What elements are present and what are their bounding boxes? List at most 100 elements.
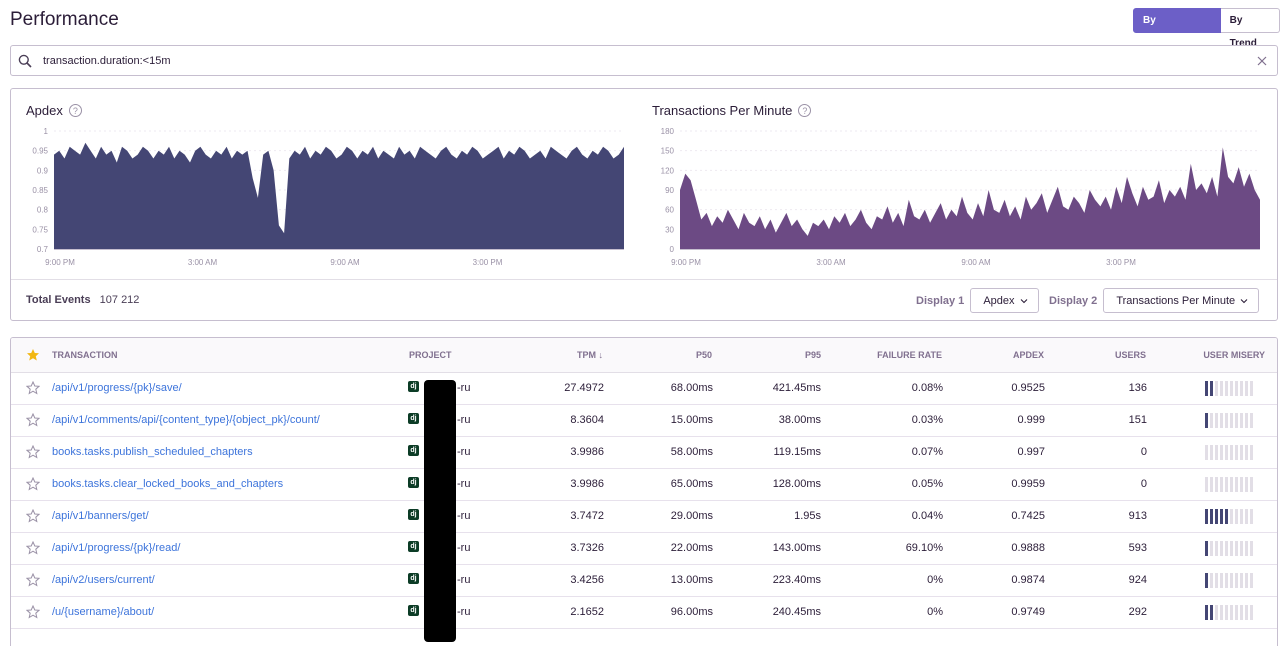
project-name[interactable]: -ru: [457, 574, 471, 586]
transaction-link[interactable]: /api/v1/banners/get/: [52, 510, 149, 522]
transaction-link[interactable]: /api/v1/comments/api/{content_type}/{obj…: [52, 414, 320, 426]
user-misery-segment: [1220, 381, 1223, 396]
column-header-apdex[interactable]: APDEX: [1012, 350, 1044, 360]
users-value: 913: [1128, 510, 1147, 522]
sort-arrow-icon: ↓: [598, 350, 604, 360]
x-tick-label: 9:00 PM: [45, 258, 75, 267]
user-misery-segment: [1225, 509, 1228, 524]
table-row[interactable]: /api/v1/progress/{pk}/read/dj -ru 3.7326 22…: [11, 533, 1277, 565]
user-misery-segment: [1250, 477, 1253, 492]
user-misery-segment: [1245, 573, 1248, 588]
table-row[interactable]: /api/v1/banners/get/dj -ru 3.7472 29.00ms 1.…: [11, 501, 1277, 533]
user-misery-segment: [1230, 381, 1233, 396]
y-tick-label: 120: [661, 166, 675, 175]
user-misery-segment: [1215, 541, 1218, 556]
project-name[interactable]: -ru: [457, 414, 471, 426]
user-misery-segment: [1250, 413, 1253, 428]
project-name[interactable]: -ru: [457, 382, 471, 394]
user-misery-segment: [1220, 445, 1223, 460]
users-value: 593: [1128, 542, 1147, 554]
project-name[interactable]: -ru: [457, 542, 471, 554]
user-misery-segment: [1205, 573, 1208, 588]
transaction-link[interactable]: books.tasks.publish_scheduled_chapters: [52, 446, 253, 458]
search-icon: [18, 53, 34, 69]
star-icon[interactable]: [26, 477, 40, 491]
column-header-users[interactable]: USERS: [1114, 350, 1146, 360]
tpm-value: 3.9986: [570, 446, 604, 458]
transaction-link[interactable]: /api/v2/users/current/: [52, 574, 155, 586]
user-misery-segment: [1235, 605, 1238, 620]
search-bar[interactable]: transaction.duration:<15m: [10, 45, 1278, 76]
p50-value: 29.00ms: [670, 510, 713, 522]
user-misery-segment: [1250, 509, 1253, 524]
close-icon[interactable]: [1255, 54, 1269, 68]
transaction-link[interactable]: /api/v1/progress/{pk}/save/: [52, 382, 182, 394]
user-misery-bar: [1205, 541, 1253, 556]
table-row[interactable]: books.tasks.clear_locked_books_and_chapt…: [11, 469, 1277, 501]
column-header-tpm[interactable]: TPM ↓: [541, 350, 603, 360]
display-2-dropdown[interactable]: Transactions Per Minute: [1103, 288, 1260, 313]
project-name[interactable]: -ru: [457, 606, 471, 618]
column-header-transaction[interactable]: TRANSACTION: [52, 350, 118, 360]
by-trend-button[interactable]: By Trend: [1220, 8, 1280, 49]
chevron-down-icon: [1020, 298, 1027, 303]
user-misery-segment: [1215, 413, 1218, 428]
user-misery-segment: [1220, 541, 1223, 556]
user-misery-segment: [1245, 605, 1248, 620]
star-icon[interactable]: [26, 605, 40, 619]
star-icon[interactable]: [26, 573, 40, 587]
by-transaction-button[interactable]: By Transaction: [1133, 8, 1221, 49]
transaction-link[interactable]: /api/v1/progress/{pk}/read/: [52, 542, 181, 554]
failure-rate-value: 0.08%: [911, 382, 943, 394]
user-misery-bar: [1205, 477, 1253, 492]
project-name[interactable]: -ru: [457, 478, 471, 490]
user-misery-segment: [1245, 445, 1248, 460]
transaction-link[interactable]: books.tasks.clear_locked_books_and_chapt…: [52, 478, 284, 490]
table-row[interactable]: /api/v2/users/current/dj -ru 3.4256 13.00ms…: [11, 565, 1277, 597]
transaction-link[interactable]: /u/{username}/about/: [52, 606, 155, 618]
django-project-icon: dj: [408, 573, 419, 584]
y-tick-label: 180: [661, 127, 675, 136]
column-header-p95[interactable]: P95: [804, 350, 821, 360]
user-misery-segment: [1240, 573, 1243, 588]
redaction-block: [424, 380, 456, 642]
table-row[interactable]: /api/v1/comments/api/{content_type}/{obj…: [11, 405, 1277, 437]
user-misery-segment: [1225, 445, 1228, 460]
user-misery-segment: [1235, 541, 1238, 556]
user-misery-segment: [1210, 413, 1213, 428]
user-misery-segment: [1215, 509, 1218, 524]
table-row[interactable]: /api/v1/progress/{pk}/save/dj -ru 27.4972 6…: [11, 373, 1277, 405]
failure-rate-value: 0.05%: [911, 478, 943, 490]
project-name[interactable]: -ru: [457, 510, 471, 522]
display-1-dropdown[interactable]: Apdex: [970, 288, 1039, 313]
star-icon[interactable]: [26, 381, 40, 395]
user-misery-segment: [1250, 573, 1253, 588]
column-header-failure-rate[interactable]: FAILURE RATE: [877, 350, 942, 360]
user-misery-bar: [1205, 381, 1253, 396]
star-icon[interactable]: [26, 541, 40, 555]
apdex-value: 0.7425: [1011, 510, 1045, 522]
user-misery-segment: [1245, 477, 1248, 492]
star-filled-icon[interactable]: [26, 348, 40, 362]
star-icon[interactable]: [26, 413, 40, 427]
search-input[interactable]: transaction.duration:<15m: [43, 54, 171, 67]
star-icon[interactable]: [26, 509, 40, 523]
view-toggle: By Transaction By Trend: [1133, 8, 1280, 49]
column-header-user-misery[interactable]: USER MISERY: [1203, 350, 1265, 360]
table-row[interactable]: /u/{username}/about/dj -ru 2.1652 96.00ms 24…: [11, 597, 1277, 629]
column-header-p50[interactable]: P50: [695, 350, 712, 360]
table-row[interactable]: books.tasks.publish_scheduled_chapters dj…: [11, 437, 1277, 469]
column-header-project[interactable]: PROJECT: [409, 350, 452, 360]
project-name[interactable]: -ru: [457, 446, 471, 458]
help-icon[interactable]: ?: [68, 104, 82, 117]
help-icon[interactable]: ?: [798, 104, 812, 117]
apdex-value: 0.9749: [1011, 606, 1045, 618]
page-title: Performance: [10, 9, 119, 30]
user-misery-segment: [1210, 573, 1213, 588]
tpm-chart: 180 150 120 90 60 30 0 9:00 PM 3:00 AM 9:00 AM 3:0…: [661, 127, 1260, 267]
display-2-control: Display 2 Transactions Per Minute: [1049, 288, 1260, 313]
user-misery-segment: [1215, 477, 1218, 492]
star-icon[interactable]: [26, 445, 40, 459]
user-misery-segment: [1245, 509, 1248, 524]
y-tick-label: 60: [665, 206, 674, 215]
